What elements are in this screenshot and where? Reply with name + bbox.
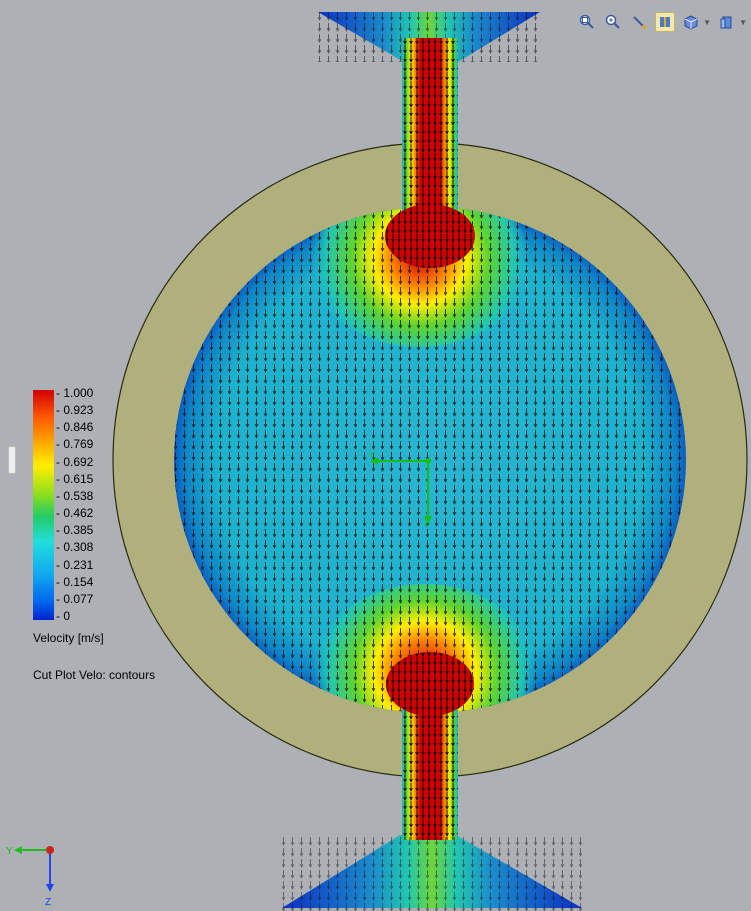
triad-corner-y-label: Y <box>6 846 13 857</box>
triad-center-z-label: Z <box>424 518 430 528</box>
zoom-to-fit-button[interactable] <box>577 12 597 32</box>
view-orientation-icon <box>720 16 732 29</box>
display-style-dropdown-icon[interactable]: ▼ <box>703 17 712 27</box>
legend-colorbar <box>33 390 54 620</box>
legend-tick-label: - 0.769 <box>56 437 94 452</box>
legend-tick-label: - 1.000 <box>56 386 94 400</box>
legend-tick-label: - 0.692 <box>56 454 94 469</box>
triad-center-y-label: Y <box>369 450 375 460</box>
plot-name: Cut Plot Velo: contours <box>33 668 156 682</box>
legend-tick-label: - 0.615 <box>56 471 94 486</box>
corner-triad: Y Z <box>6 846 54 908</box>
triad-corner-z-label: Z <box>45 897 51 908</box>
legend-tick-label: - 0.538 <box>56 488 94 503</box>
legend-tick-label: - 0.385 <box>56 523 94 538</box>
zoom-in-button[interactable] <box>603 12 623 32</box>
legend-tick-label: - 0.308 <box>56 540 94 555</box>
legend-tick-label: - 0.231 <box>56 557 94 572</box>
legend-tick-label: - 0 <box>56 609 71 623</box>
display-style-button[interactable] <box>681 12 701 32</box>
zoom-in-icon <box>605 14 620 29</box>
rotate-icon <box>633 16 647 29</box>
zoom-to-fit-icon <box>579 14 594 29</box>
display-style-icon <box>684 15 698 30</box>
panel-collapse-handle[interactable] <box>8 446 16 474</box>
legend-tick-label: - 0.154 <box>56 574 94 589</box>
view-orientation-dropdown-icon[interactable]: ▼ <box>739 17 747 27</box>
legend-tick-label: - 0.462 <box>56 506 94 521</box>
rotate-button[interactable] <box>629 12 649 32</box>
legend-tick-label: - 0.846 <box>56 420 94 435</box>
view-orientation-button[interactable] <box>717 12 737 32</box>
legend-tick-label: - 0.923 <box>56 403 94 418</box>
legend-tick-label: - 0.077 <box>56 591 94 606</box>
view-toolbar: ▼ ▼ <box>577 12 747 32</box>
center-triad: Y Z <box>369 450 432 528</box>
section-view-button[interactable] <box>655 12 676 32</box>
section-view-icon <box>660 17 671 27</box>
legend-title: Velocity [m/s] <box>33 631 104 645</box>
